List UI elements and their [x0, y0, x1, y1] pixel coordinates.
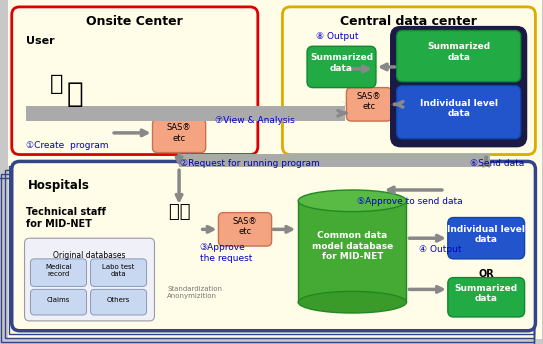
FancyBboxPatch shape — [307, 46, 376, 88]
Text: User: User — [26, 36, 54, 46]
Text: Others: Others — [107, 297, 130, 303]
FancyBboxPatch shape — [12, 7, 258, 154]
Text: ①Create  program: ①Create program — [26, 141, 108, 150]
Text: ③Approve
the request: ③Approve the request — [200, 243, 252, 263]
FancyBboxPatch shape — [91, 259, 147, 287]
Text: ⑥Send data: ⑥Send data — [470, 159, 525, 168]
Text: ⑤Approve to send data: ⑤Approve to send data — [357, 197, 463, 206]
FancyBboxPatch shape — [391, 26, 527, 147]
Bar — [0, 178, 534, 344]
Text: 🧑‍💻: 🧑‍💻 — [169, 203, 191, 221]
Text: Onsite Center: Onsite Center — [86, 15, 183, 28]
Bar — [179, 153, 490, 167]
Bar — [298, 201, 407, 302]
FancyBboxPatch shape — [12, 161, 535, 331]
FancyBboxPatch shape — [91, 289, 147, 315]
FancyBboxPatch shape — [448, 278, 525, 317]
FancyBboxPatch shape — [30, 289, 86, 315]
Text: Summarized
data: Summarized data — [427, 42, 490, 62]
Text: Standardization
Anonymizition: Standardization Anonymizition — [167, 286, 222, 299]
Text: Central data center: Central data center — [340, 15, 477, 28]
Text: OR: OR — [478, 269, 494, 279]
Ellipse shape — [298, 190, 407, 212]
Text: ⑦View & Analysis: ⑦View & Analysis — [214, 116, 294, 125]
Text: 🖥: 🖥 — [66, 79, 83, 108]
Text: 🧑: 🧑 — [50, 74, 64, 94]
Text: Summarized
data: Summarized data — [310, 53, 373, 73]
Text: Hospitals: Hospitals — [28, 179, 90, 192]
Text: Claims: Claims — [47, 297, 70, 303]
Text: Individual level
data: Individual level data — [447, 225, 525, 244]
FancyBboxPatch shape — [396, 86, 521, 139]
FancyBboxPatch shape — [448, 217, 525, 259]
Bar — [1, 174, 534, 342]
Text: SAS®
etc: SAS® etc — [357, 92, 381, 111]
Text: ⑧ Output: ⑧ Output — [316, 32, 358, 41]
Text: Medical
record: Medical record — [45, 264, 72, 277]
Text: Technical staff: Technical staff — [26, 207, 105, 217]
Bar — [26, 106, 345, 121]
Text: SAS®
etc: SAS® etc — [167, 123, 191, 142]
FancyBboxPatch shape — [282, 7, 535, 154]
Text: Individual level
data: Individual level data — [420, 99, 497, 118]
Text: Summarized
data: Summarized data — [454, 284, 518, 303]
Text: SAS®
etc: SAS® etc — [233, 217, 257, 236]
Text: ②Request for running program: ②Request for running program — [180, 159, 320, 168]
Text: Labo test
data: Labo test data — [103, 264, 135, 277]
FancyBboxPatch shape — [346, 88, 392, 121]
FancyBboxPatch shape — [153, 119, 206, 153]
FancyBboxPatch shape — [396, 31, 521, 82]
FancyBboxPatch shape — [24, 238, 154, 321]
FancyBboxPatch shape — [218, 213, 272, 246]
Ellipse shape — [298, 291, 407, 313]
Text: for MID-NET: for MID-NET — [26, 219, 91, 229]
Text: Common data
model database
for MID-NET: Common data model database for MID-NET — [312, 231, 393, 261]
FancyBboxPatch shape — [30, 259, 86, 287]
Bar — [5, 170, 534, 337]
Text: Original databases: Original databases — [53, 251, 126, 260]
Bar — [9, 166, 534, 334]
Text: ④ Output: ④ Output — [419, 245, 462, 254]
